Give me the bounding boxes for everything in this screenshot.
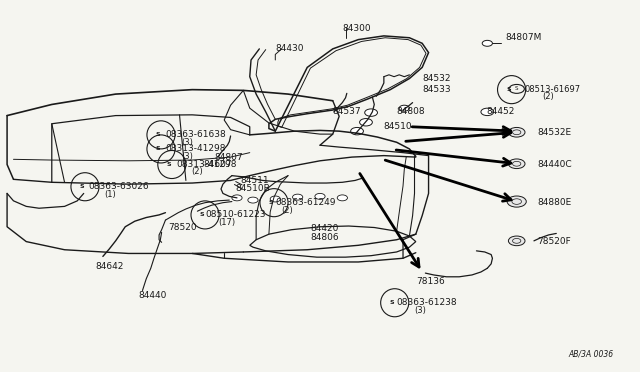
Text: 84880E: 84880E: [537, 198, 572, 207]
Text: 78136: 78136: [416, 277, 445, 286]
Text: 84420: 84420: [310, 224, 339, 233]
Text: 08313-41298: 08313-41298: [166, 144, 226, 153]
Text: S: S: [156, 132, 160, 137]
Text: 84537: 84537: [333, 108, 362, 116]
Circle shape: [508, 128, 525, 137]
Text: 08363-61638: 08363-61638: [166, 130, 226, 140]
Text: 84510: 84510: [384, 122, 413, 131]
Text: 78520F: 78520F: [537, 237, 571, 246]
Text: S: S: [515, 86, 518, 92]
Text: 08510-61223: 08510-61223: [205, 211, 266, 219]
Text: 84642: 84642: [95, 262, 124, 271]
Text: (3): (3): [181, 138, 193, 147]
Text: S: S: [79, 184, 84, 189]
Text: S: S: [389, 300, 394, 305]
Text: 84430: 84430: [275, 44, 304, 53]
Circle shape: [481, 108, 493, 116]
Text: 84607: 84607: [204, 160, 232, 169]
Circle shape: [508, 236, 525, 246]
Circle shape: [270, 196, 280, 202]
Text: 84806: 84806: [310, 232, 339, 242]
Text: 84807M: 84807M: [505, 33, 541, 42]
Circle shape: [292, 194, 303, 200]
Text: 08513-61697: 08513-61697: [524, 85, 580, 94]
Text: S: S: [200, 212, 204, 217]
Text: S: S: [166, 162, 171, 167]
Circle shape: [365, 109, 378, 116]
Text: S: S: [156, 147, 160, 151]
Text: (2): (2): [542, 92, 554, 101]
Text: 84452: 84452: [486, 108, 515, 116]
Text: 84511: 84511: [240, 176, 269, 185]
Text: (3): (3): [415, 306, 426, 315]
Text: 84807: 84807: [214, 153, 243, 161]
Circle shape: [248, 197, 258, 203]
Circle shape: [351, 128, 364, 135]
Circle shape: [232, 195, 242, 201]
Circle shape: [360, 119, 372, 126]
Circle shape: [315, 193, 325, 199]
Circle shape: [482, 40, 492, 46]
Text: 84510B: 84510B: [236, 184, 271, 193]
Text: (17): (17): [218, 218, 235, 227]
Text: 08363-61249: 08363-61249: [275, 198, 336, 207]
Text: 78520: 78520: [168, 223, 196, 232]
Circle shape: [399, 105, 410, 111]
Text: 08313-41298: 08313-41298: [176, 160, 237, 169]
Text: 84440C: 84440C: [537, 160, 572, 169]
Circle shape: [507, 196, 526, 207]
Text: S: S: [506, 87, 511, 92]
Circle shape: [508, 159, 525, 169]
Text: 84440: 84440: [138, 291, 166, 300]
Text: 08363-61238: 08363-61238: [397, 298, 457, 307]
Text: 84808: 84808: [397, 108, 425, 116]
Circle shape: [337, 195, 348, 201]
Text: 84533: 84533: [422, 85, 451, 94]
Text: 08363-63026: 08363-63026: [89, 182, 150, 191]
Text: (1): (1): [104, 190, 116, 199]
Text: (2): (2): [282, 206, 293, 215]
Text: (3): (3): [181, 152, 193, 161]
Text: (2): (2): [191, 167, 203, 176]
Text: 84532E: 84532E: [537, 128, 572, 137]
Text: 84300: 84300: [342, 24, 371, 33]
Text: 84532: 84532: [422, 74, 451, 83]
Text: S: S: [269, 200, 273, 205]
Text: AB/3A 0036: AB/3A 0036: [568, 349, 614, 358]
